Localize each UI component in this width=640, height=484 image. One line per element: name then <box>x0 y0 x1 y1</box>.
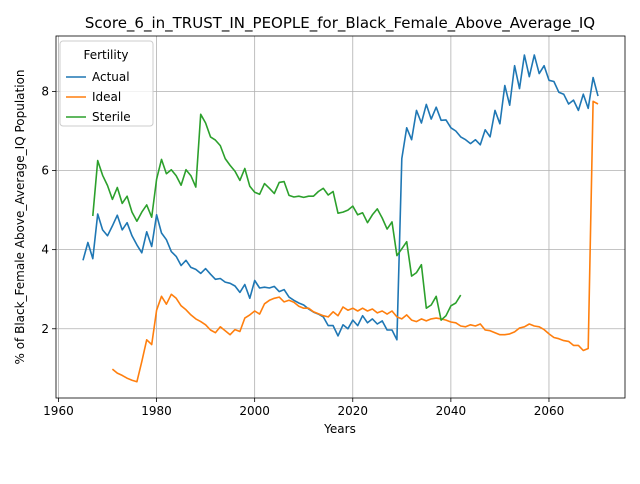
legend-entries: Actual Ideal Sterile <box>66 70 131 124</box>
y-tick-label: 8 <box>41 84 49 98</box>
x-axis: 1960 1980 2000 2020 2040 2060 <box>43 398 564 418</box>
series-layer <box>82 54 599 383</box>
chart-title: Score_6_in_TRUST_IN_PEOPLE_for_Black_Fem… <box>85 14 595 33</box>
y-tick-label: 6 <box>41 164 49 178</box>
x-axis-label: Years <box>323 422 356 436</box>
legend-label-sterile: Sterile <box>92 110 131 124</box>
legend-label-actual: Actual <box>92 70 130 84</box>
series-line-ideal <box>111 100 599 383</box>
plot-frame <box>55 35 626 399</box>
x-tick-label: 2040 <box>436 404 467 418</box>
x-tick-label: 1960 <box>43 404 74 418</box>
y-axis: 2 4 6 8 <box>41 84 56 336</box>
legend: Fertility Actual Ideal Sterile <box>59 40 154 127</box>
series-line-sterile <box>92 113 462 321</box>
x-tick-label: 2060 <box>534 404 565 418</box>
x-tick-label: 2020 <box>337 404 368 418</box>
x-tick-label: 2000 <box>239 404 270 418</box>
legend-title: Fertility <box>83 48 128 62</box>
x-tick-label: 1980 <box>141 404 172 418</box>
legend-box <box>59 40 154 127</box>
y-tick-label: 2 <box>41 322 49 336</box>
y-axis-label: % of Black_Female Above_Average_IQ Popul… <box>13 69 27 364</box>
legend-label-ideal: Ideal <box>92 90 121 104</box>
series-line-actual <box>82 54 599 341</box>
y-tick-label: 4 <box>41 243 49 257</box>
